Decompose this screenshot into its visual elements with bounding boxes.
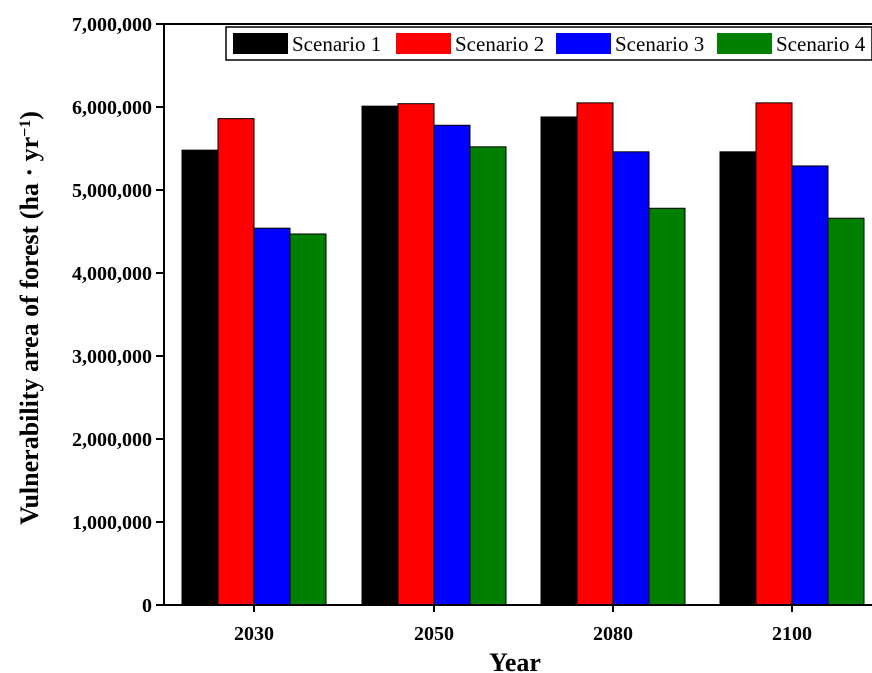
legend-swatch-scenario-1 <box>233 33 288 54</box>
y-tick-label: 4,000,000 <box>72 263 152 285</box>
legend-label-scenario-4: Scenario 4 <box>776 32 866 56</box>
x-tick-label: 2100 <box>772 623 812 645</box>
bar-2030-scenario-4 <box>289 233 327 606</box>
x-axis-title: Year <box>489 648 541 673</box>
bar-2030-scenario-1 <box>181 149 219 606</box>
bar-2080-scenario-4 <box>648 207 686 606</box>
x-tick-label: 2080 <box>593 623 633 645</box>
y-tick-label: 5,000,000 <box>72 180 152 202</box>
bar-2050-scenario-1 <box>361 105 399 606</box>
bar-2050-scenario-2 <box>397 103 435 606</box>
legend-swatch-scenario-3 <box>556 33 611 54</box>
bar-2100-scenario-2 <box>755 102 793 606</box>
legend-label-scenario-3: Scenario 3 <box>615 32 704 56</box>
legend-swatch-scenario-4 <box>717 33 772 54</box>
bar-2030-scenario-3 <box>253 227 291 606</box>
y-tick-label: 6,000,000 <box>72 97 152 119</box>
bar-2080-scenario-1 <box>540 116 578 606</box>
y-axis-title: Vulnerability area of forest (ha · yr−1) <box>15 111 44 525</box>
bar-2100-scenario-1 <box>719 151 757 606</box>
y-ticks: 0 1,000,000 2,000,000 3,000,000 4,000,000 5,0… <box>72 14 164 617</box>
y-tick-label: 2,000,000 <box>72 429 152 451</box>
bar-2080-scenario-3 <box>612 151 650 606</box>
y-tick-label: 0 <box>142 595 152 617</box>
legend-label-scenario-2: Scenario 2 <box>455 32 544 56</box>
bar-2080-scenario-2 <box>576 102 614 606</box>
bar-2100-scenario-3 <box>791 165 829 606</box>
legend-label-scenario-1: Scenario 1 <box>292 32 381 56</box>
legend-swatch-scenario-2 <box>396 33 451 54</box>
y-tick-label: 3,000,000 <box>72 346 152 368</box>
x-tick-label: 2050 <box>414 623 454 645</box>
y-tick-label: 7,000,000 <box>72 14 152 36</box>
bars-layer <box>181 102 865 606</box>
y-tick-label: 1,000,000 <box>72 512 152 534</box>
legend: Scenario 1 Scenario 2 Scenario 3 Scenario 4 <box>225 26 872 61</box>
bar-2100-scenario-4 <box>827 217 865 606</box>
x-ticks: 2030 2050 2080 2100 <box>234 605 812 645</box>
bar-2030-scenario-2 <box>217 118 255 606</box>
bar-2050-scenario-3 <box>433 124 471 606</box>
x-tick-label: 2030 <box>234 623 274 645</box>
axes-layer <box>163 23 872 606</box>
bar-2050-scenario-4 <box>469 146 507 606</box>
